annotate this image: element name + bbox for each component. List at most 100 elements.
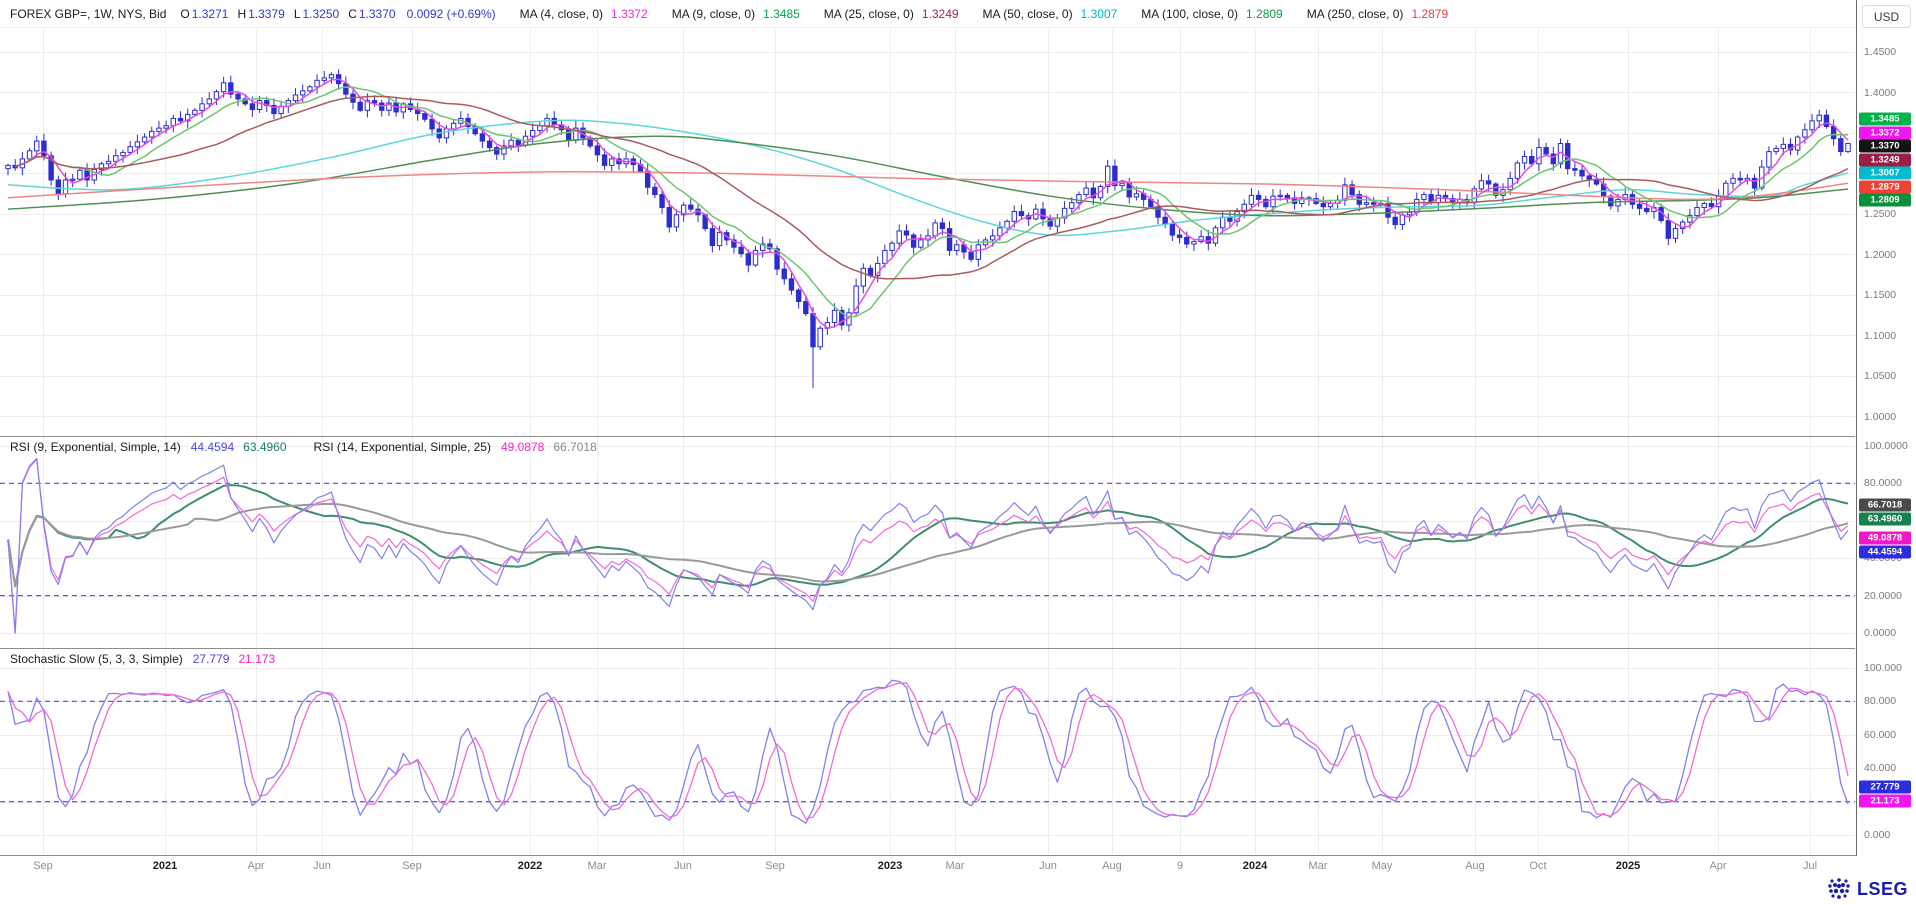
time-axis-label: Apr bbox=[1709, 860, 1727, 872]
indicator-value: 49.0878 bbox=[500, 440, 545, 454]
axis-tick-label: 1.4500 bbox=[1864, 46, 1897, 58]
axis-tick-label: 80.000 bbox=[1864, 695, 1897, 708]
rsi-panel-header: RSI (9, Exponential, Simple, 14) 44.4594 6… bbox=[10, 440, 606, 454]
indicator-label: RSI (14, Exponential, Simple, 25) bbox=[313, 440, 491, 454]
time-axis-label: Oct bbox=[1529, 860, 1547, 872]
ma-legend: MA (4, close, 0) 1.3372 MA (9, close, 0) 1.… bbox=[496, 7, 1449, 21]
axis-tick-label: 1.4000 bbox=[1864, 86, 1897, 99]
time-axis-label: Jun bbox=[674, 860, 692, 872]
time-axis-label: 2023 bbox=[877, 860, 903, 872]
price-tag: 1.3370 bbox=[1859, 139, 1911, 153]
price-tag: 66.7018 bbox=[1859, 498, 1911, 512]
axis-tick-label: 80.0000 bbox=[1864, 477, 1902, 490]
time-axis-label: 9 bbox=[1176, 860, 1184, 872]
axis-tick-label: 60.000 bbox=[1864, 728, 1897, 741]
ohlc-label: C bbox=[348, 6, 357, 21]
ma-legend-item: MA (9, close, 0) 1.3485 bbox=[672, 7, 800, 21]
lseg-logo: LSEG bbox=[1826, 877, 1908, 901]
axis-tick-label: 100.000 bbox=[1864, 662, 1902, 674]
ma-value: 1.3485 bbox=[763, 6, 800, 21]
indicator-value: 66.7018 bbox=[553, 440, 597, 454]
ohlc-number: 1.3271 bbox=[191, 6, 229, 21]
axis-tick-label: 100.0000 bbox=[1864, 440, 1908, 452]
indicator-value: 44.4594 bbox=[190, 440, 235, 454]
indicator-value: 21.173 bbox=[238, 652, 276, 666]
instrument-title: FOREX GBP=, 1W, NYS, Bid bbox=[10, 6, 167, 21]
ohlc-label: O bbox=[180, 6, 190, 21]
ma-value: 1.3372 bbox=[611, 6, 648, 21]
time-axis-label: Jul bbox=[1802, 860, 1818, 872]
time-axis-label: Apr bbox=[247, 860, 265, 872]
time-axis-label: Mar bbox=[587, 860, 607, 872]
price-tag: 21.173 bbox=[1859, 794, 1911, 808]
price-tag: 1.3007 bbox=[1859, 166, 1911, 180]
axis-tick-label: 1.0000 bbox=[1864, 410, 1897, 423]
currency-button[interactable]: USD bbox=[1862, 5, 1911, 28]
axis-tick-label: 1.1000 bbox=[1864, 329, 1897, 342]
price-tag: 44.4594 bbox=[1859, 545, 1911, 559]
time-axis-label: 2025 bbox=[1615, 860, 1641, 872]
indicator-label: RSI (9, Exponential, Simple, 14) bbox=[10, 440, 181, 454]
ma-legend-item: MA (250, close, 0) 1.2879 bbox=[1307, 7, 1448, 21]
axis-tick-label: 1.2500 bbox=[1864, 208, 1897, 220]
lseg-brand-text: LSEG bbox=[1856, 878, 1908, 899]
ma-label: MA (4, close, 0) bbox=[519, 6, 604, 21]
time-axis-label: Sep bbox=[33, 860, 53, 872]
ma-value: 1.2879 bbox=[1411, 6, 1449, 21]
ma-legend-item: MA (4, close, 0) 1.3372 bbox=[520, 7, 648, 21]
time-axis-label: 2024 bbox=[1242, 860, 1268, 872]
price-tag: 49.0878 bbox=[1859, 531, 1911, 545]
ma-label: MA (100, close, 0) bbox=[1141, 6, 1239, 21]
net-change: 0.0092 (+0.69%) bbox=[406, 6, 496, 21]
ohlc-number: 1.3370 bbox=[358, 6, 396, 21]
price-tag: 1.3372 bbox=[1859, 126, 1911, 140]
price-tag: 27.779 bbox=[1859, 780, 1911, 794]
time-axis-label: Aug bbox=[1102, 860, 1122, 872]
time-axis: Sep 2021 Apr Jun Sep 2022 Mar Jun Sep 2023 Mar Jun A… bbox=[0, 856, 1855, 878]
axis-tick-label: 40.000 bbox=[1864, 762, 1897, 775]
ohlc-number: 1.3250 bbox=[302, 6, 340, 21]
lseg-emblem-icon bbox=[1828, 878, 1850, 899]
time-axis-label: Aug bbox=[1465, 860, 1485, 872]
time-axis-label: Mar bbox=[1308, 860, 1328, 872]
instrument-header: FOREX GBP=, 1W, NYS, Bid O 1.3271 H 1.3379 L… bbox=[0, 0, 1855, 28]
price-tag: 1.3249 bbox=[1859, 153, 1911, 167]
time-axis-label: May bbox=[1371, 860, 1393, 872]
ohlc-label: H bbox=[237, 6, 247, 21]
ma-value: 1.3249 bbox=[921, 6, 959, 21]
indicator-label: Stochastic Slow (5, 3, 3, Simple) bbox=[10, 652, 183, 666]
time-axis-label: Jun bbox=[1039, 860, 1057, 872]
time-axis-label: Mar bbox=[945, 860, 965, 872]
time-axis-label: 2021 bbox=[152, 860, 178, 872]
axis-tick-label: 0.000 bbox=[1864, 829, 1891, 841]
stochastic-panel-header: Stochastic Slow (5, 3, 3, Simple) 27.779 2… bbox=[10, 652, 284, 666]
axis-tick-label: 1.1500 bbox=[1864, 289, 1897, 301]
ohlc-label: L bbox=[293, 6, 301, 21]
ma-legend-item: MA (50, close, 0) 1.3007 bbox=[983, 7, 1118, 21]
ma-label: MA (25, close, 0) bbox=[823, 6, 914, 21]
ohlc-values: O 1.3271 H 1.3379 L 1.3250 C 1.3370 bbox=[180, 7, 404, 21]
axis-tick-label: 1.2000 bbox=[1864, 248, 1897, 261]
ohlc-o-value: O 1.3271 bbox=[180, 7, 228, 21]
axis-tick-label: 20.0000 bbox=[1864, 589, 1902, 602]
time-axis-label: 2022 bbox=[517, 860, 543, 872]
price-tag: 63.4960 bbox=[1859, 512, 1911, 526]
time-axis-label: Jun bbox=[313, 860, 331, 872]
ma-legend-item: MA (25, close, 0) 1.3249 bbox=[824, 7, 959, 21]
ohlc-l-value: L 1.3250 bbox=[294, 7, 339, 21]
ohlc-h-value: H 1.3379 bbox=[237, 7, 284, 21]
time-axis-label: Sep bbox=[765, 860, 785, 872]
axis-tick-label: 0.0000 bbox=[1864, 627, 1897, 639]
ma-value: 1.2809 bbox=[1246, 6, 1283, 21]
price-tag: 1.2809 bbox=[1859, 193, 1911, 207]
ma-legend-item: MA (100, close, 0) 1.2809 bbox=[1141, 7, 1282, 21]
price-axis-column: USD 1.4500 1.4000 1.2500 1.2000 1.1500 1.1000… bbox=[1856, 0, 1916, 856]
axis-tick-label: 1.0500 bbox=[1864, 370, 1897, 382]
ohlc-number: 1.3379 bbox=[248, 6, 285, 21]
price-tag: 1.2879 bbox=[1859, 180, 1911, 194]
ohlc-c-value: C 1.3370 bbox=[348, 7, 395, 21]
indicator-value: 27.779 bbox=[192, 652, 230, 666]
ma-label: MA (50, close, 0) bbox=[982, 6, 1073, 21]
